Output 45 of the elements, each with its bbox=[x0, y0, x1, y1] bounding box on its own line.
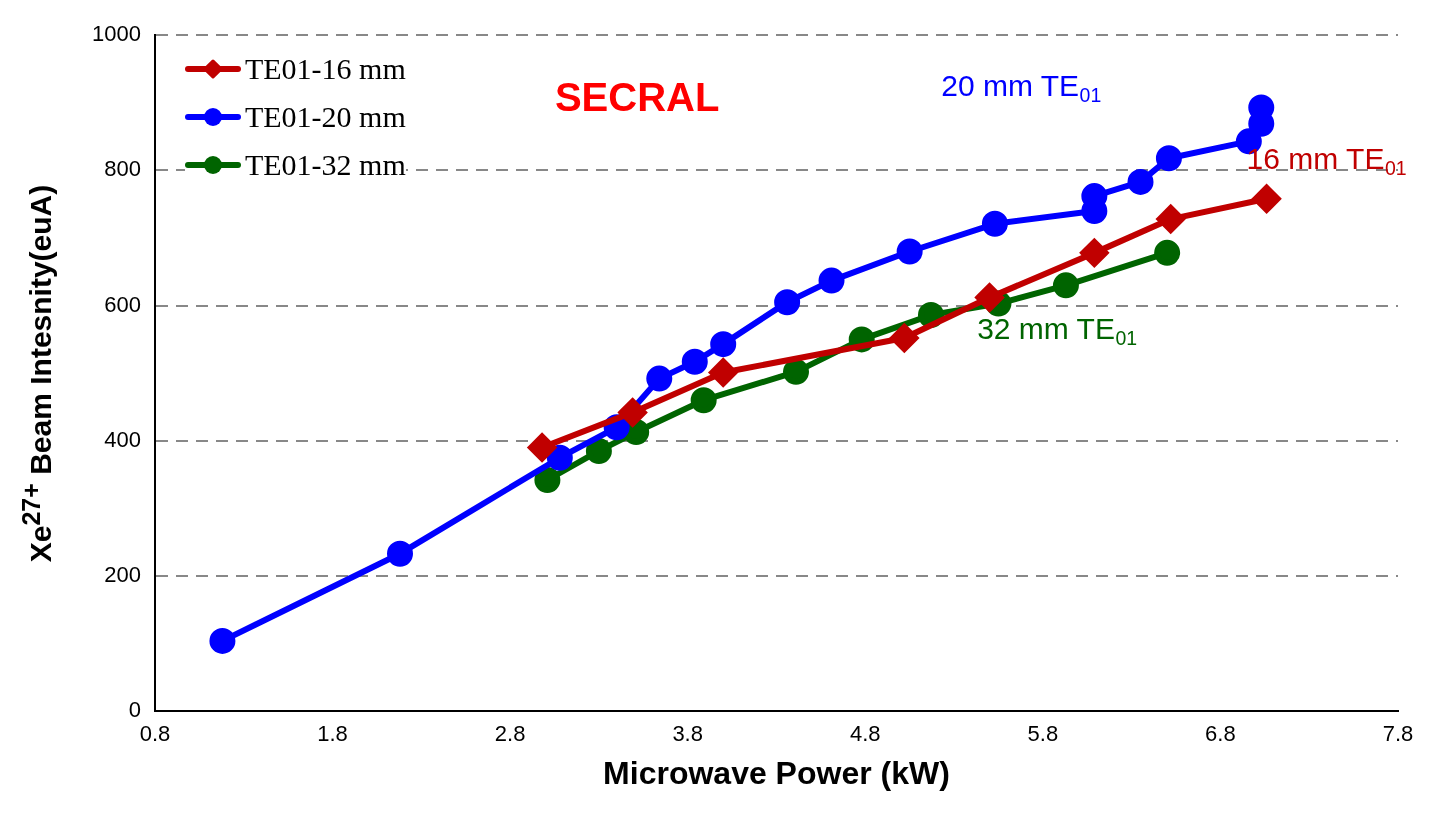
x-tick-label: 7.8 bbox=[1382, 721, 1414, 747]
point bbox=[1052, 272, 1079, 299]
point bbox=[1127, 168, 1154, 195]
point bbox=[1252, 184, 1281, 213]
x-tick-label: 3.8 bbox=[672, 721, 703, 747]
point bbox=[774, 289, 801, 316]
text: SECRAL bbox=[554, 75, 720, 120]
x-tick-label: 4.8 bbox=[849, 721, 881, 747]
point bbox=[1154, 239, 1181, 266]
point bbox=[534, 467, 561, 494]
point bbox=[1155, 145, 1182, 172]
point bbox=[1080, 238, 1109, 267]
point bbox=[896, 238, 923, 265]
x-tick-label: 1.8 bbox=[317, 721, 348, 747]
point bbox=[710, 331, 737, 358]
x-tick-label: 6.8 bbox=[1205, 721, 1236, 747]
point bbox=[209, 627, 236, 654]
y-tick-label: 1000 bbox=[91, 21, 141, 47]
y-tick-label: 800 bbox=[104, 156, 141, 182]
x-tick-label: 0.8 bbox=[139, 721, 171, 747]
point bbox=[585, 437, 612, 464]
point bbox=[981, 210, 1008, 237]
point bbox=[818, 267, 845, 294]
point bbox=[681, 348, 708, 375]
point bbox=[1156, 205, 1185, 234]
point bbox=[975, 283, 1004, 312]
point bbox=[528, 433, 557, 462]
point bbox=[646, 365, 673, 392]
point bbox=[387, 540, 413, 567]
y-tick-label: 400 bbox=[104, 426, 141, 452]
point bbox=[618, 398, 647, 427]
x-tick-label: 5.8 bbox=[1027, 721, 1059, 747]
y-tick-label: 0 bbox=[128, 697, 141, 723]
x-axis-title: Microwave Power (kW) bbox=[603, 754, 950, 791]
legend-label: TE01-32 mm bbox=[244, 148, 406, 183]
legend-label: TE01-20 mm bbox=[244, 100, 406, 135]
y-tick-label: 200 bbox=[104, 562, 141, 588]
point bbox=[546, 444, 573, 471]
point bbox=[709, 358, 738, 387]
x-tick-label: 2.8 bbox=[494, 721, 526, 747]
point bbox=[690, 387, 717, 414]
y-tick-label: 600 bbox=[104, 291, 141, 317]
point bbox=[783, 358, 809, 385]
legend-label: TE01-16 mm bbox=[244, 52, 406, 87]
point bbox=[890, 324, 919, 353]
